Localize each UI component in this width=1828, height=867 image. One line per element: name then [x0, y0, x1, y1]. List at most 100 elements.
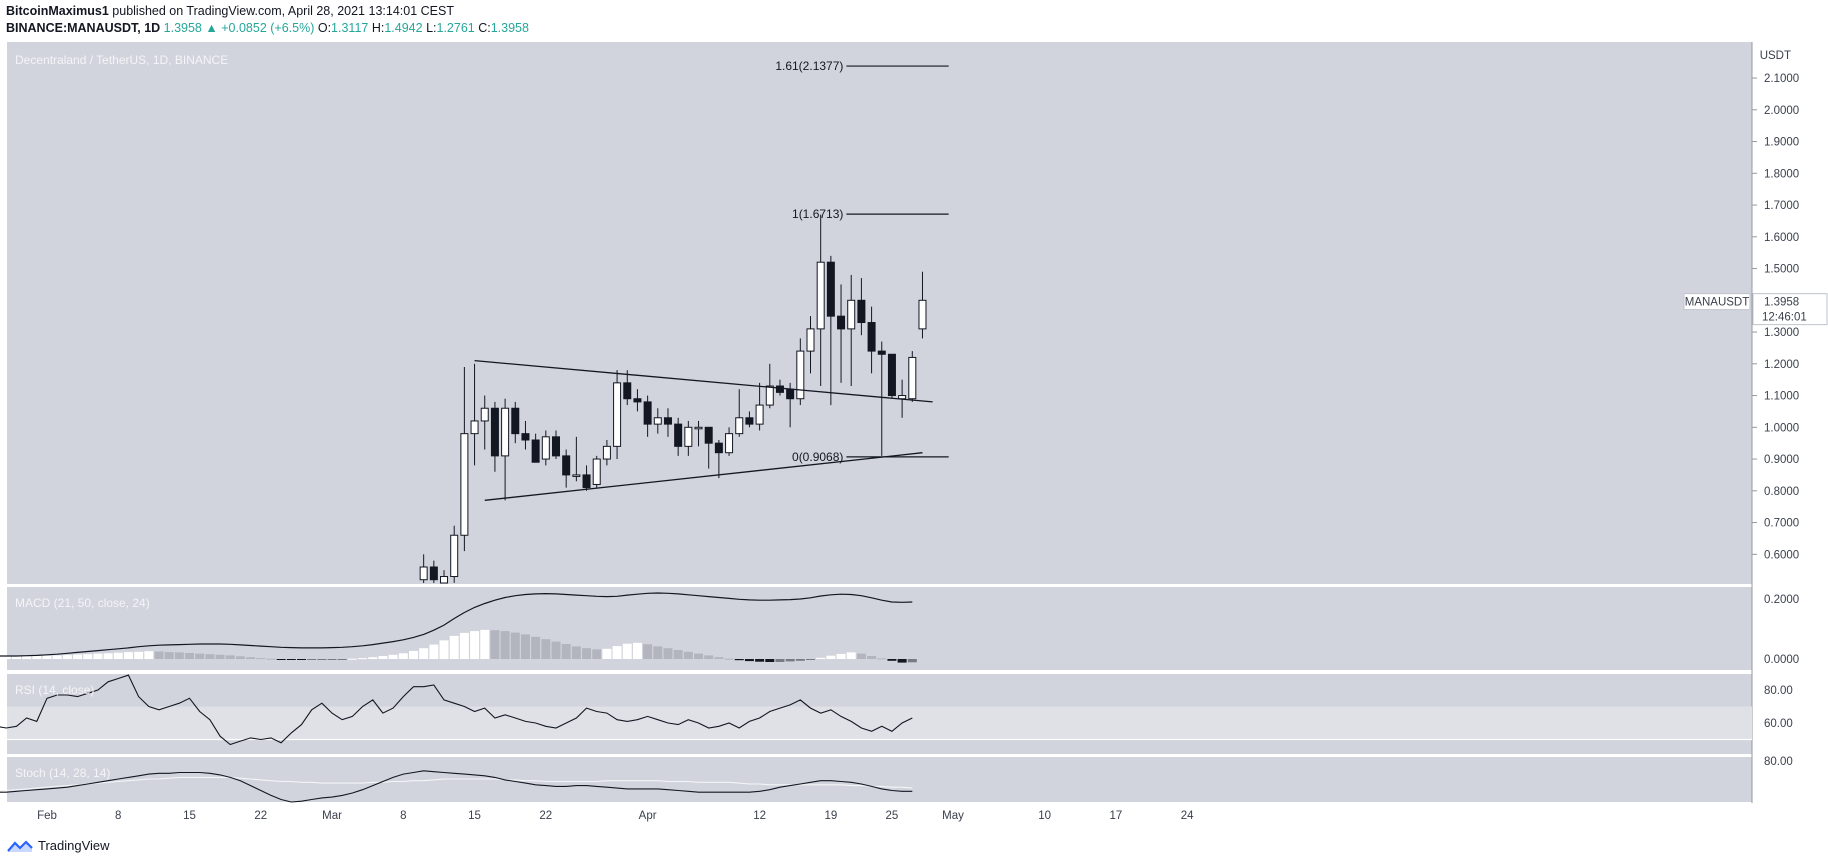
macd-histogram-bar — [582, 648, 592, 659]
macd-histogram-bar — [612, 646, 622, 659]
candle — [674, 417, 683, 456]
candle — [908, 351, 917, 402]
candle-body — [653, 417, 662, 425]
y-tick-label: 2.1000 — [1764, 73, 1799, 85]
candle — [653, 408, 662, 434]
candle — [501, 398, 510, 501]
macd-histogram-bar — [694, 653, 704, 659]
open-label: O: — [317, 21, 332, 35]
candle-body — [674, 423, 683, 447]
high-value: 1.4942 — [384, 21, 423, 35]
candle — [887, 353, 896, 399]
candle — [745, 411, 754, 428]
candle — [470, 363, 479, 466]
rsi-pane[interactable]: 60.00 80.00 — [0, 674, 1793, 746]
macd-histogram-bar — [510, 632, 520, 659]
x-axis-bg — [0, 803, 1828, 834]
macd-histogram-bar — [734, 659, 744, 661]
macd-histogram-bar — [388, 654, 398, 659]
x-tick-label: May — [942, 810, 964, 822]
candle-body — [775, 385, 784, 393]
chart-area[interactable]: 0.0000 0.2000 60.00 80.00 80.00 1.61(2.137… — [0, 42, 1828, 834]
rsi-band — [7, 706, 1752, 740]
close-value: 1.3958 — [490, 21, 529, 35]
last-price: 1.3958 — [163, 21, 202, 35]
candle-body — [511, 407, 520, 435]
candle-body — [847, 299, 856, 330]
macd-histogram-bar — [643, 644, 653, 659]
tradingview-footer[interactable]: TradingView — [6, 838, 110, 853]
macd-histogram-bar — [846, 652, 856, 659]
macd-histogram-bar — [256, 658, 266, 660]
macd-histogram-bar — [154, 651, 164, 659]
fib-level-label: 0(0.9068) — [792, 450, 843, 464]
macd-histogram-bar — [42, 655, 52, 659]
candle-body — [816, 261, 825, 330]
candle-body — [725, 433, 734, 454]
candles[interactable] — [419, 214, 927, 584]
candle — [633, 389, 642, 412]
rsi-y-label: 80.00 — [1764, 685, 1793, 697]
price-tag-bg — [1752, 293, 1828, 326]
candle — [725, 427, 734, 456]
x-tick-label: 8 — [400, 810, 406, 822]
x-tick-label: 22 — [539, 810, 552, 822]
y-tick-label: 0.7000 — [1764, 518, 1799, 530]
stoch-d-line — [0, 776, 913, 792]
symbol-label: BINANCE:MANAUSDT, 1D — [6, 21, 161, 35]
candle — [755, 382, 764, 431]
candle-body — [745, 417, 754, 425]
macd-histogram-bar — [327, 659, 337, 660]
macd-histogram-bar — [449, 635, 459, 659]
publish-line: BitcoinMaximus1 published on TradingView… — [6, 3, 529, 20]
candle — [806, 316, 815, 374]
macd-histogram-bar — [408, 650, 418, 659]
candle — [552, 430, 560, 460]
ohlc-line: BINANCE:MANAUSDT, 1D 1.3958 ▲ +0.0852 (+… — [6, 20, 529, 37]
price-change: +0.0852 (+6.5%) — [221, 21, 315, 35]
macd-histogram-bar — [73, 654, 83, 659]
stoch-title: Stoch (14, 28, 14) — [15, 766, 110, 780]
candle — [837, 284, 846, 383]
macd-histogram-bar — [62, 655, 72, 659]
axes[interactable]: 0.6000 0.7000 0.8000 0.9000 1.0000 1.1000 1.20… — [0, 73, 1828, 834]
open-value: 1.3117 — [331, 21, 369, 35]
publish-info: published on TradingView.com, April 28, … — [112, 4, 454, 18]
macd-histogram-bar — [795, 659, 805, 661]
y-tick-label: 1.0000 — [1764, 422, 1799, 434]
macd-pane-bg — [7, 587, 1752, 670]
candle — [490, 401, 499, 472]
macd-histogram-bar — [164, 652, 174, 659]
candle-body — [704, 426, 713, 444]
candle-body — [572, 474, 581, 477]
candle — [572, 436, 581, 482]
macd-histogram-bar — [266, 658, 276, 660]
macd-histogram-bar — [358, 658, 368, 660]
macd-histogram-bar — [439, 640, 449, 659]
candle — [531, 433, 540, 463]
macd-y-label: 0.2000 — [1764, 594, 1799, 606]
candle-body — [857, 299, 866, 324]
macd-histogram-bar — [541, 639, 551, 659]
low-value: 1.2761 — [436, 21, 475, 35]
high-label: H: — [371, 21, 385, 35]
x-tick-label: 12 — [753, 810, 766, 822]
macd-histogram-bar — [480, 629, 490, 659]
candle — [918, 271, 927, 339]
candle — [541, 430, 550, 466]
macd-histogram-bar — [816, 657, 826, 659]
macd-histogram-bar — [419, 648, 429, 659]
y-tick-label: 1.1000 — [1764, 391, 1799, 403]
candle — [440, 570, 449, 584]
y-tick-label: 2.0000 — [1764, 105, 1799, 117]
candle-body — [552, 436, 560, 457]
macd-pane[interactable]: 0.0000 0.2000 — [0, 592, 1799, 666]
candle-body — [735, 417, 744, 435]
stoch-pane[interactable]: 80.00 — [0, 756, 1793, 803]
x-tick-label: 25 — [886, 810, 899, 822]
candle — [847, 274, 856, 387]
drawings[interactable]: 1.61(2.1377) 1(1.6713) 0(0.9068) — [474, 59, 949, 501]
rsi-title: RSI (14, close) — [15, 683, 94, 697]
author-name[interactable]: BitcoinMaximus1 — [6, 4, 109, 18]
macd-histogram-bar — [32, 656, 42, 659]
